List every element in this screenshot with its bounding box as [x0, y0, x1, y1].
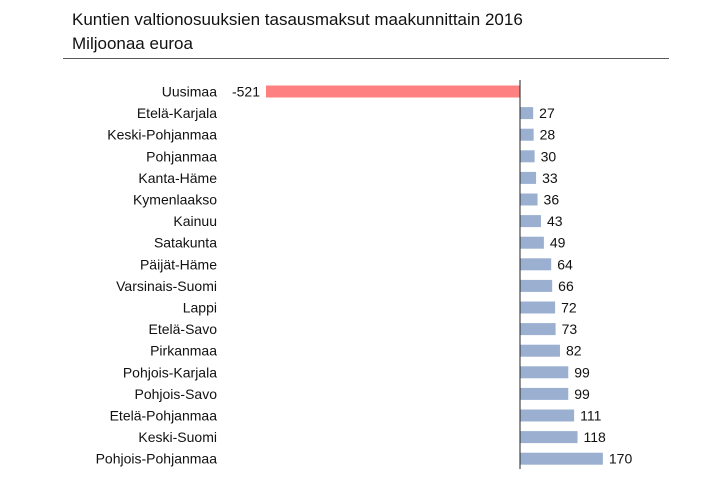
value-label-pohjanmaa: 30 — [541, 148, 557, 164]
bar-lappi — [520, 301, 556, 314]
bar-p-ij-t-h-me — [520, 258, 552, 271]
value-label-lappi: 72 — [561, 300, 577, 316]
category-label-p-ij-t-h-me: Päijät-Häme — [140, 256, 217, 272]
category-label-etel-savo: Etelä-Savo — [149, 321, 218, 337]
value-label-p-ij-t-h-me: 64 — [557, 256, 573, 272]
value-label-keski-pohjanmaa: 28 — [540, 127, 556, 143]
bar-kainuu — [520, 215, 541, 228]
category-label-keski-pohjanmaa: Keski-Pohjanmaa — [107, 127, 217, 143]
value-label-etel-savo: 73 — [562, 321, 578, 337]
category-label-etel-pohjanmaa: Etelä-Pohjanmaa — [110, 408, 218, 424]
category-label-pohjois-pohjanmaa: Pohjois-Pohjanmaa — [96, 451, 218, 467]
value-label-kainuu: 43 — [547, 213, 563, 229]
bar-keski-suomi — [520, 431, 578, 444]
category-label-pirkanmaa: Pirkanmaa — [150, 343, 217, 359]
category-label-kainuu: Kainuu — [173, 213, 217, 229]
category-label-pohjanmaa: Pohjanmaa — [146, 148, 217, 164]
category-label-pohjois-savo: Pohjois-Savo — [135, 386, 218, 402]
category-label-kymenlaakso: Kymenlaakso — [133, 192, 217, 208]
bar-etel-karjala — [520, 107, 534, 120]
value-label-pohjois-pohjanmaa: 170 — [609, 451, 633, 467]
bar-satakunta — [520, 236, 544, 249]
bar-pohjois-savo — [520, 387, 569, 400]
bar-pohjois-karjala — [520, 366, 569, 379]
bar-pohjois-pohjanmaa — [520, 452, 603, 465]
bar-kanta-h-me — [520, 171, 537, 184]
chart-title-block: Kuntien valtionosuuksien tasausmaksut ma… — [72, 8, 523, 56]
value-label-etel-karjala: 27 — [539, 105, 555, 121]
bar-uusimaa — [266, 85, 520, 98]
bar-pirkanmaa — [520, 344, 560, 357]
bar-varsinais-suomi — [520, 279, 553, 292]
bar-kymenlaakso — [520, 193, 538, 206]
value-label-kymenlaakso: 36 — [544, 192, 560, 208]
value-label-kanta-h-me: 33 — [542, 170, 558, 186]
value-label-satakunta: 49 — [550, 235, 566, 251]
category-label-etel-karjala: Etelä-Karjala — [137, 105, 217, 121]
value-label-keski-suomi: 118 — [584, 429, 607, 445]
bar-pohjanmaa — [520, 150, 535, 163]
category-label-pohjois-karjala: Pohjois-Karjala — [123, 364, 217, 380]
category-label-lappi: Lappi — [183, 300, 217, 316]
value-label-etel-pohjanmaa: 111 — [580, 408, 601, 424]
title-divider — [63, 58, 669, 59]
value-label-pohjois-karjala: 99 — [574, 364, 590, 380]
category-label-varsinais-suomi: Varsinais-Suomi — [116, 278, 217, 294]
value-label-pohjois-savo: 99 — [574, 386, 590, 402]
value-label-pirkanmaa: 82 — [566, 343, 582, 359]
category-label-satakunta: Satakunta — [154, 235, 217, 251]
bar-etel-pohjanmaa — [520, 409, 575, 422]
category-label-keski-suomi: Keski-Suomi — [138, 429, 217, 445]
category-label-uusimaa: Uusimaa — [162, 84, 217, 100]
value-label-varsinais-suomi: 66 — [558, 278, 574, 294]
bar-etel-savo — [520, 323, 556, 336]
chart-title: Kuntien valtionosuuksien tasausmaksut ma… — [72, 10, 523, 29]
value-label-uusimaa: -521 — [232, 84, 260, 100]
bar-keski-pohjanmaa — [520, 128, 534, 141]
category-label-kanta-h-me: Kanta-Häme — [138, 170, 217, 186]
chart-subtitle: Miljoonaa euroa — [72, 34, 193, 53]
